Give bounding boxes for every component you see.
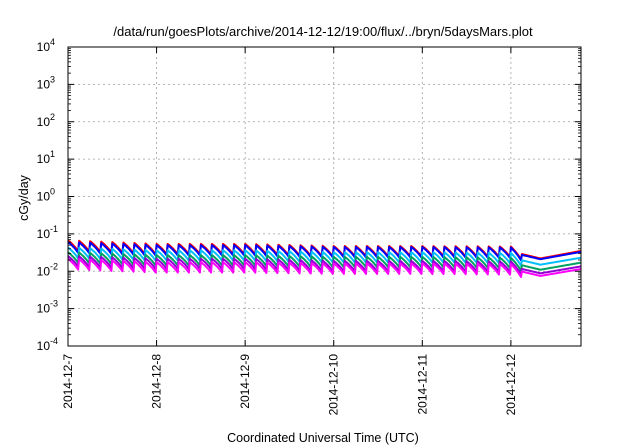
x-tick-label: 2014-12-11 (415, 354, 429, 415)
x-tick-label: 2014-12-7 (61, 354, 75, 409)
x-axis-label: Coordinated Universal Time (UTC) (227, 431, 419, 445)
y-tick-label-base: 10 (37, 77, 51, 91)
y-tick-label-exponent: 2 (50, 112, 55, 122)
x-tick-label: 2014-12-10 (327, 354, 341, 416)
y-tick-label-exponent: -1 (50, 224, 58, 234)
y-tick-label-base: 10 (37, 339, 51, 353)
series-line (67, 255, 582, 276)
x-tick-label: 2014-12-8 (150, 354, 164, 409)
y-tick-label-base: 10 (37, 115, 51, 129)
y-tick-label-base: 10 (37, 190, 51, 204)
y-tick-label: 10 (37, 264, 51, 278)
y-tick-label-base: 10 (37, 264, 51, 278)
y-tick-label: 10 (37, 115, 51, 129)
y-tick-label-base: 10 (37, 302, 51, 316)
y-tick-label-exponent: -3 (50, 299, 58, 309)
chart-title: /data/run/goesPlots/archive/2014-12-12/1… (113, 24, 533, 39)
y-tick-label-exponent: 4 (50, 37, 55, 47)
y-tick-label-exponent: -2 (50, 261, 58, 271)
y-tick-label-base: 10 (37, 152, 51, 166)
y-tick-label-base: 10 (37, 227, 51, 241)
y-tick-label: 10 (37, 302, 51, 316)
series-line (67, 246, 582, 267)
series-group (67, 239, 582, 278)
y-tick-label: 10 (37, 339, 51, 353)
series-line (67, 257, 582, 278)
x-tick-label: 2014-12-9 (238, 354, 252, 409)
y-tick-label-exponent: 1 (50, 149, 55, 159)
y-tick-label-exponent: -4 (50, 336, 58, 346)
y-tick-label-exponent: 3 (50, 74, 55, 84)
y-axis-label: cGy/day (17, 174, 31, 221)
y-tick-label: 10 (37, 40, 51, 54)
y-tick-label: 10 (37, 152, 51, 166)
x-tick-label: 2014-12-12 (504, 354, 518, 416)
series-line (67, 251, 582, 272)
y-tick-label-exponent: 0 (50, 187, 55, 197)
y-tick-label: 10 (37, 190, 51, 204)
y-tick-label: 10 (37, 77, 51, 91)
grid (68, 47, 581, 346)
y-tick-label-base: 10 (37, 40, 51, 54)
y-tick-label: 10 (37, 227, 51, 241)
series-line (67, 241, 582, 262)
